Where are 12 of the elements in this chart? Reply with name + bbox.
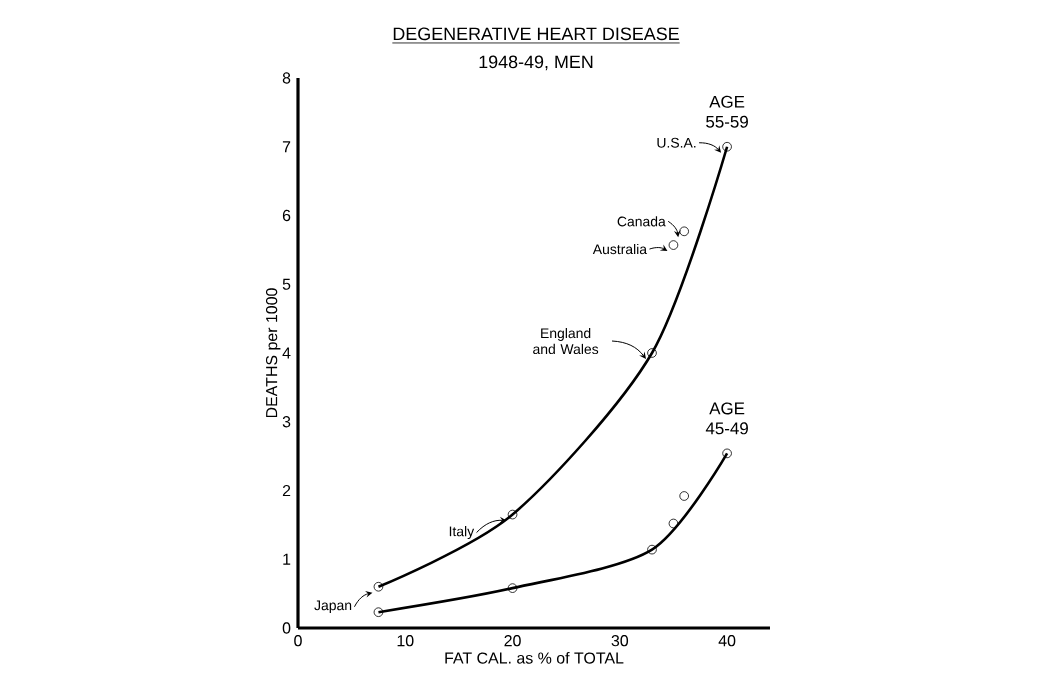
point	[507, 509, 518, 520]
point	[507, 583, 518, 593]
point	[668, 240, 679, 250]
chart-title: DEGENERATIVE HEART DISEASE	[393, 27, 679, 41]
point	[647, 348, 657, 358]
point	[647, 544, 657, 555]
point	[679, 226, 689, 237]
point	[679, 491, 689, 501]
series-label: AGE 55-59	[706, 95, 748, 128]
series-label: AGE 45-49	[705, 402, 748, 435]
point	[668, 518, 679, 529]
chart-subtitle: 1948-49, MEN	[479, 55, 593, 71]
